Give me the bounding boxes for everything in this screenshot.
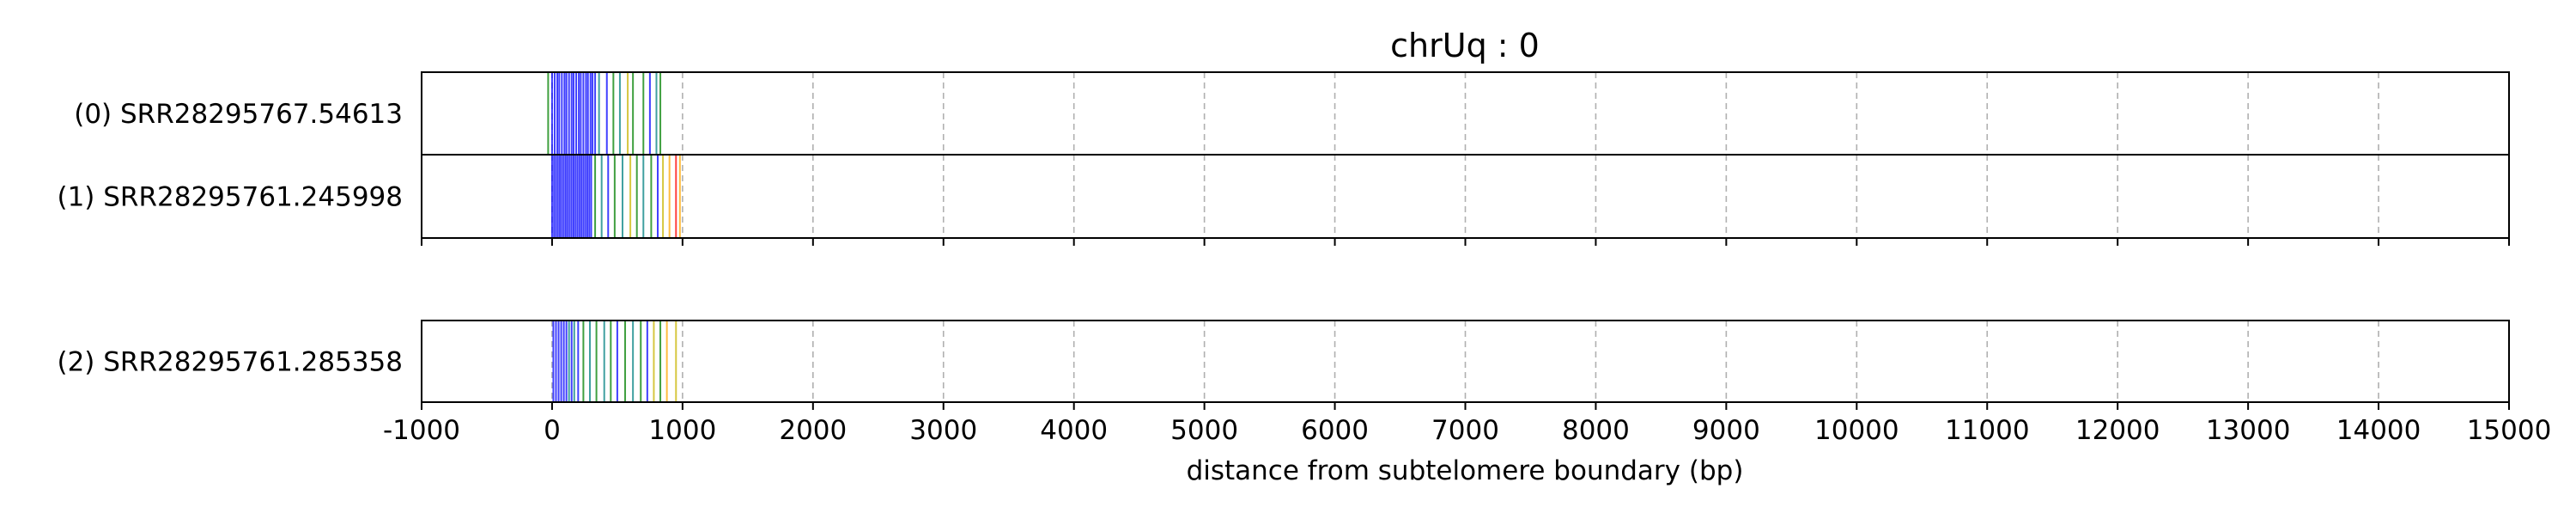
x-tick-label: 10000 [1814,415,1899,446]
x-tick-label: 9000 [1692,415,1760,446]
x-tick-label: 2000 [779,415,847,446]
x-axis-label: distance from subtelomere boundary (bp) [1187,455,1744,486]
x-tick-label: 13000 [2206,415,2291,446]
x-tick-label: 3000 [909,415,977,446]
frame-layer [421,71,2510,403]
read-label: (0) SRR28295767.54613 [74,99,403,130]
x-tick-label: 11000 [1945,415,2030,446]
x-axis-ticks: -1000 0 1000 2000 3000 4000 5000 6000 7000 8000 90… [383,238,2551,446]
x-tick-label: 15000 [2467,415,2552,446]
x-tick-label: 5000 [1170,415,1238,446]
x-tick-label: 0 [544,415,561,446]
grid-layer [551,72,2379,402]
x-tick-label: -1000 [383,415,460,446]
x-tick-label: 12000 [2075,415,2160,446]
chart-title: chrUq : 0 [1390,27,1540,64]
x-tick-label: 7000 [1431,415,1499,446]
marks-layer [547,72,681,402]
x-tick-label: 6000 [1301,415,1369,446]
read-label: (1) SRR28295761.245998 [57,182,403,213]
read-labels: (0) SRR28295767.54613 (1) SRR28295761.245… [57,99,403,378]
read-label: (2) SRR28295761.285358 [57,347,403,378]
x-tick-label: 14000 [2336,415,2421,446]
x-tick-label: 4000 [1040,415,1108,446]
x-tick-label: 1000 [648,415,716,446]
x-tick-label: 8000 [1562,415,1630,446]
